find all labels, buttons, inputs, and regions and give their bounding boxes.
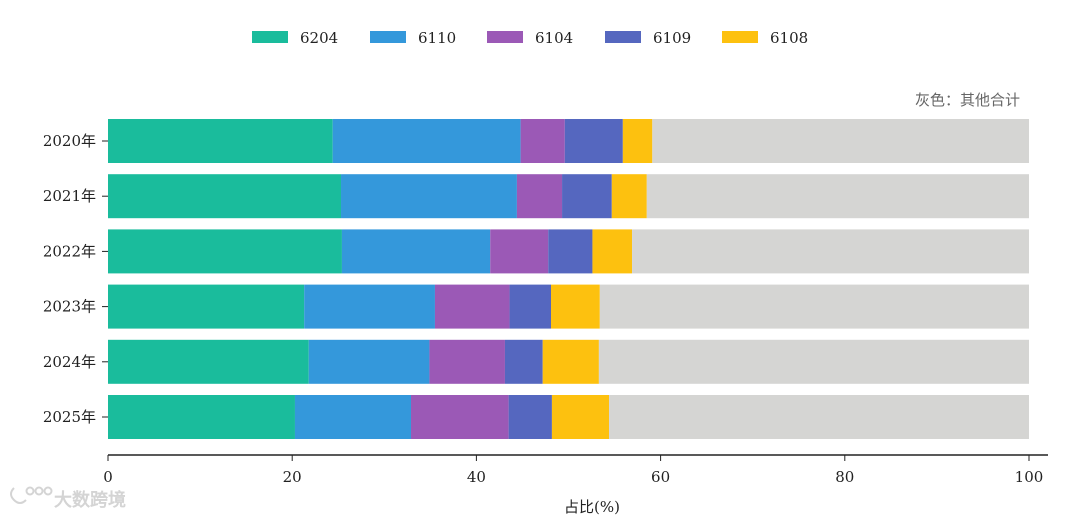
bar-6104-2023年: [434, 284, 510, 329]
x-axis: 0 20 40 60 80 100: [103, 454, 1048, 486]
watermark: 大数跨境: [10, 486, 126, 511]
annotation-other-total: 灰色：其他合计: [915, 91, 1020, 109]
watermark-logo-icon: [10, 486, 53, 504]
y-tick-label: 2024年: [43, 353, 96, 371]
x-tick-label: 100: [1015, 468, 1044, 486]
legend-swatch-6108: [722, 31, 758, 43]
bar-6104-2021年: [516, 174, 563, 219]
legend: 6204 6110 6104 6109 6108: [252, 29, 808, 47]
x-tick-label: 60: [651, 468, 670, 486]
y-tick-label: 2021年: [43, 187, 96, 205]
y-tick-label: 2020年: [43, 132, 96, 150]
x-tick-label: 40: [467, 468, 486, 486]
bar-6109-2024年: [504, 339, 543, 384]
bar-6104-2024年: [429, 339, 505, 384]
bar-6108-2022年: [592, 229, 633, 274]
y-tick-label: 2022年: [43, 242, 96, 260]
y-tick-label: 2023年: [43, 298, 96, 316]
bar-6110-2023年: [304, 284, 435, 329]
bar-6108-2024年: [542, 339, 599, 384]
bar-6104-2025年: [411, 395, 509, 439]
bar-6110-2022年: [341, 229, 491, 274]
bar-6204-2022年: [108, 229, 342, 274]
bar-6109-2022年: [548, 229, 593, 274]
x-tick-label: 0: [103, 468, 113, 486]
x-tick-label: 20: [283, 468, 302, 486]
bars: [108, 119, 1029, 439]
bar-6108-2023年: [551, 284, 600, 329]
bar-6109-2020年: [564, 119, 623, 163]
bar-6109-2023年: [509, 284, 552, 329]
bar-6204-2023年: [108, 284, 305, 329]
bar-6108-2021年: [611, 174, 647, 219]
watermark-text: 大数跨境: [54, 489, 126, 511]
bar-other-2024年: [598, 339, 1029, 384]
legend-label-6104: 6104: [535, 29, 573, 47]
bar-other-2021年: [646, 174, 1029, 219]
legend-swatch-6104: [487, 31, 523, 43]
bar-other-2023年: [599, 284, 1029, 329]
bar-6204-2025年: [108, 395, 295, 439]
bar-6204-2024年: [108, 339, 309, 384]
legend-swatch-6110: [370, 31, 406, 43]
bar-other-2022年: [632, 229, 1029, 274]
bar-6110-2020年: [332, 119, 521, 163]
legend-label-6204: 6204: [300, 29, 338, 47]
legend-label-6110: 6110: [418, 29, 456, 47]
y-axis: 2020年 2021年 2022年 2023年 2024年 2025年: [43, 132, 108, 426]
y-tick-label: 2025年: [43, 408, 96, 426]
bar-6108-2020年: [622, 119, 653, 163]
bar-6204-2020年: [108, 119, 333, 163]
legend-swatch-6204: [252, 31, 288, 43]
bar-6104-2022年: [490, 229, 549, 274]
legend-swatch-6109: [605, 31, 641, 43]
bar-6110-2021年: [341, 174, 517, 219]
bar-other-2025年: [609, 395, 1029, 439]
x-axis-label: 占比(%): [564, 498, 620, 516]
bar-6110-2024年: [308, 339, 430, 384]
bar-6104-2020年: [520, 119, 565, 163]
bar-6109-2025年: [508, 395, 552, 439]
bar-6110-2025年: [294, 395, 412, 439]
legend-label-6108: 6108: [770, 29, 808, 47]
bar-6109-2021年: [562, 174, 612, 219]
x-tick-label: 80: [835, 468, 854, 486]
bar-6204-2021年: [108, 174, 342, 219]
legend-label-6109: 6109: [653, 29, 691, 47]
bar-other-2020年: [652, 119, 1029, 163]
bar-6108-2025年: [551, 395, 610, 439]
